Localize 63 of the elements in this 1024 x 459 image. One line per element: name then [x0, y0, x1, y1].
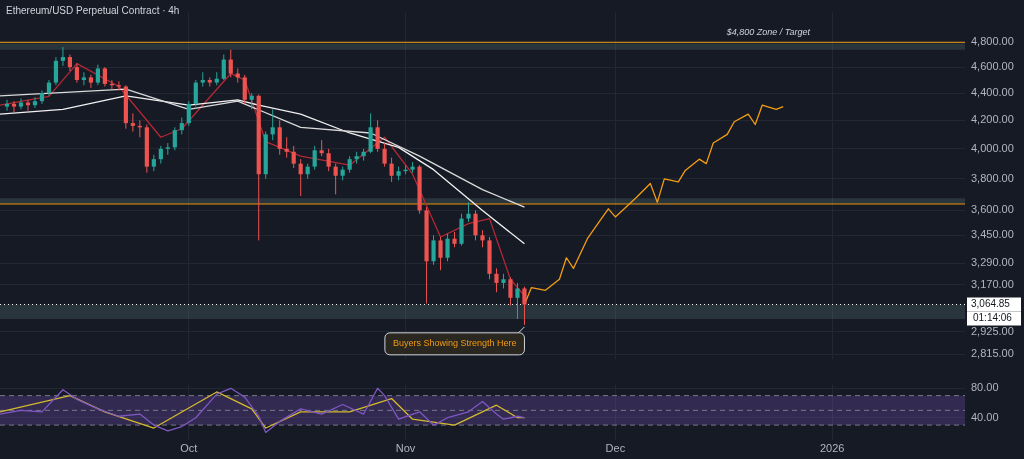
candlestick: [60, 46, 66, 67]
candlestick: [11, 100, 17, 113]
y-tick-label: 40.00: [971, 410, 999, 423]
candlestick: [270, 108, 275, 141]
candlestick: [298, 158, 303, 197]
candlestick: [102, 66, 107, 88]
candlestick: [515, 282, 520, 320]
candlestick: [39, 89, 45, 105]
candlestick: [53, 56, 59, 86]
annotation: Buyers Showing Strength Here: [392, 338, 517, 349]
candlestick: [4, 99, 10, 112]
y-tick-label: 3,600.00: [971, 203, 1014, 216]
candlestick: [438, 236, 443, 271]
candlestick: [291, 145, 296, 169]
y-tick-label: 4,600.00: [971, 60, 1014, 73]
band-label: $4,800 Zone / Target: [725, 27, 811, 38]
candlestick: [74, 62, 80, 84]
candlestick: [88, 74, 93, 89]
y-tick-label: 2,815.00: [971, 347, 1014, 360]
y-tick-label: 2,925.00: [971, 324, 1014, 337]
y-tick-label: 80.00: [971, 381, 999, 394]
candlestick: [242, 74, 247, 105]
y-tick-label: 3,450.00: [971, 228, 1014, 241]
y-tick-label: 3,290.00: [971, 256, 1014, 269]
candlestick: [522, 286, 527, 326]
candlestick: [375, 119, 380, 153]
candlestick: [186, 100, 191, 127]
candlestick: [116, 80, 121, 91]
ref-line-label: 3,064.85: [971, 298, 1011, 310]
y-tick-label: 4,200.00: [971, 113, 1014, 126]
candlestick: [130, 112, 135, 133]
candlestick: [326, 148, 331, 172]
candlestick: [466, 201, 471, 223]
candlestick: [312, 145, 317, 171]
candlestick: [445, 233, 450, 262]
y-tick-label: 3,800.00: [971, 171, 1014, 184]
y-tick-label: 4,000.00: [971, 141, 1014, 154]
candlestick: [277, 119, 282, 156]
candlestick: [333, 163, 338, 195]
x-tick-label: Dec: [605, 442, 626, 455]
candlestick: [494, 267, 499, 293]
x-tick-label: Oct: [180, 442, 198, 455]
candlestick: [193, 79, 198, 108]
candlestick: [431, 234, 436, 266]
y-tick-label: 4,400.00: [971, 86, 1014, 99]
candlestick: [228, 49, 233, 78]
y-tick-label: 3,170.00: [971, 277, 1014, 290]
candlestick: [172, 126, 177, 151]
candlestick: [81, 71, 87, 86]
candlestick: [508, 276, 513, 306]
candlestick: [221, 54, 226, 81]
x-tick-label: 2026: [819, 442, 845, 455]
candlestick: [32, 96, 38, 109]
candlestick: [389, 157, 394, 183]
y-tick-label: 4,800.00: [971, 35, 1014, 48]
candlestick: [18, 97, 24, 110]
x-tick-label: Nov: [395, 442, 416, 455]
text: 01:14:06: [973, 312, 1013, 324]
candlestick: [284, 136, 289, 159]
candlestick: [382, 142, 387, 168]
chart-title: Ethereum/USD Perpetual Contract · 4h: [6, 5, 180, 16]
candlestick: [95, 64, 100, 86]
candlestick: [473, 209, 478, 241]
